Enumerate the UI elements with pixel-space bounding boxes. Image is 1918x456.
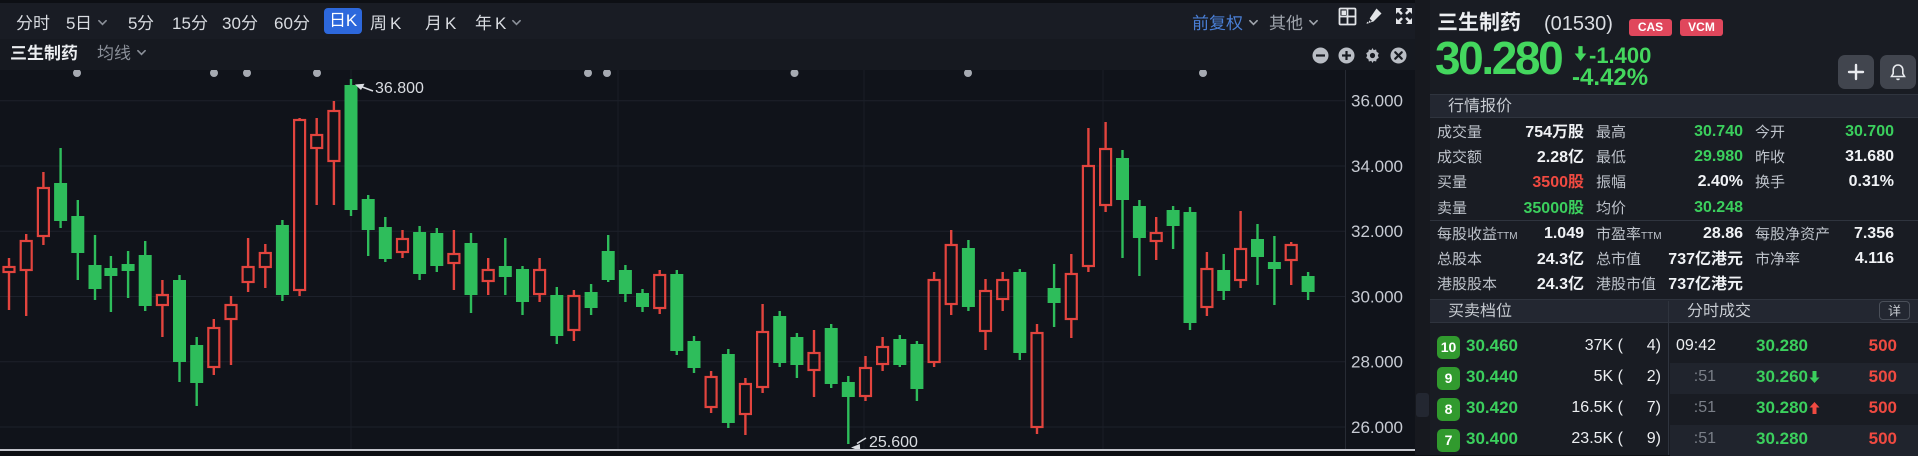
svg-text:34.000: 34.000 xyxy=(1351,157,1403,176)
svg-text:28.000: 28.000 xyxy=(1351,353,1403,372)
svg-text:30.000: 30.000 xyxy=(1351,288,1403,307)
svg-text:36.000: 36.000 xyxy=(1351,92,1403,111)
svg-text:26.000: 26.000 xyxy=(1351,418,1403,437)
svg-text:32.000: 32.000 xyxy=(1351,222,1403,241)
svg-text:36.800: 36.800 xyxy=(375,80,424,97)
svg-text:25.600: 25.600 xyxy=(869,434,918,451)
